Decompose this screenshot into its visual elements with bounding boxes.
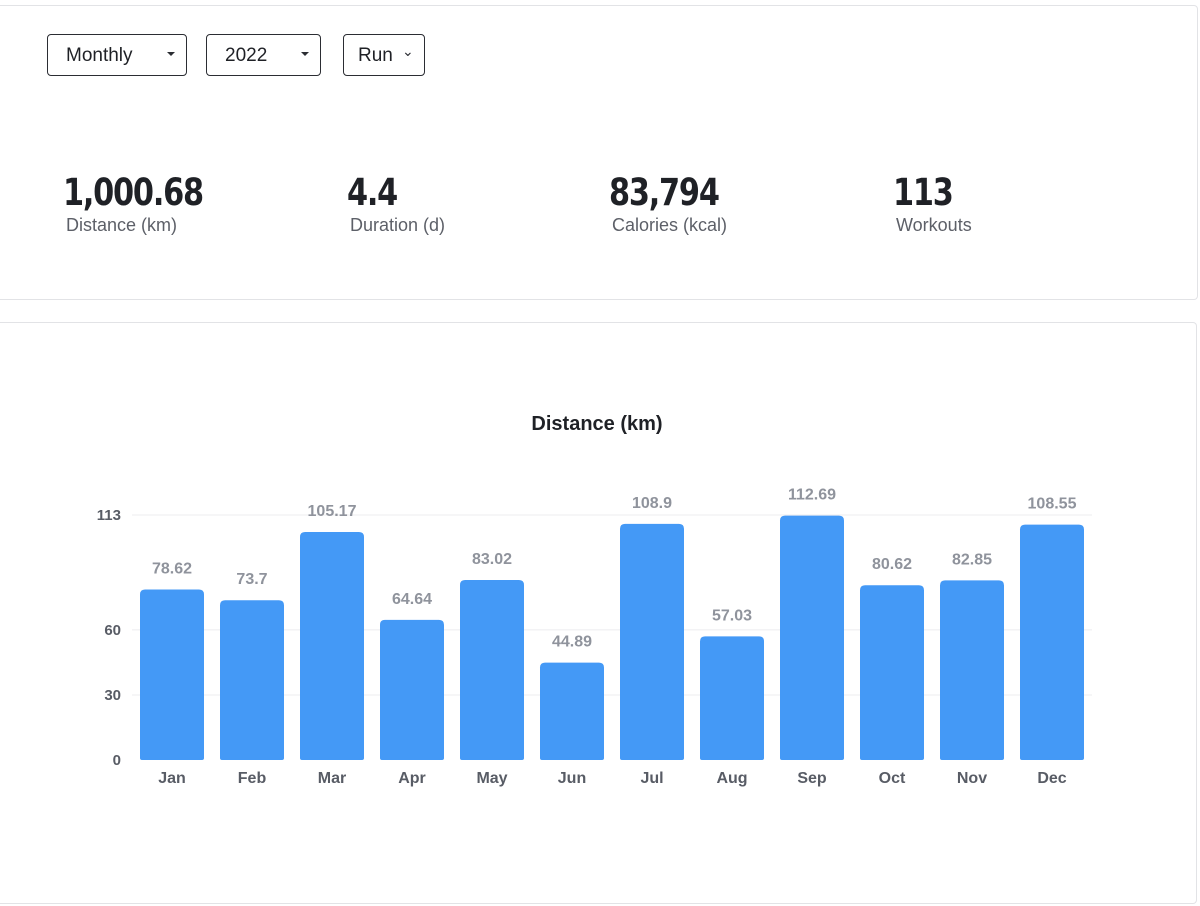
- stat-workouts: 113 Workouts: [893, 169, 972, 236]
- stat-label: Distance (km): [66, 215, 178, 235]
- stat-label: Workouts: [896, 215, 972, 235]
- bar-dec[interactable]: [1020, 524, 1084, 760]
- bar-value-label: 57.03: [712, 607, 752, 624]
- distance-bar-chart: Distance (km) 0 30 60 113 78.62 73.7 105.17 64…: [97, 413, 1092, 787]
- period-dropdown[interactable]: Monthly: [47, 34, 187, 76]
- x-tick-label: Feb: [238, 770, 267, 787]
- x-tick-label: Nov: [957, 770, 987, 787]
- period-dropdown-label: Monthly: [66, 45, 133, 66]
- y-tick-label: 60: [104, 622, 121, 639]
- bar-aug[interactable]: [700, 636, 764, 760]
- x-tick-label: Apr: [398, 770, 426, 787]
- bar-value-label: 108.9: [632, 495, 672, 512]
- x-tick-label: Jan: [158, 770, 186, 787]
- bar-value-label: 112.69: [788, 487, 836, 504]
- stat-value: 83,794: [609, 171, 720, 214]
- y-tick-label: 30: [104, 687, 121, 704]
- stat-duration: 4.4 Duration (d): [347, 169, 445, 236]
- x-tick-label: Jun: [558, 770, 586, 787]
- bar-oct[interactable]: [860, 585, 924, 760]
- x-tick-label: Dec: [1037, 770, 1066, 787]
- bar-value-label: 83.02: [472, 551, 512, 568]
- x-tick-label: Mar: [318, 770, 346, 787]
- bar-value-label: 82.85: [952, 551, 992, 568]
- x-tick-label: Aug: [716, 770, 747, 787]
- bar-value-label: 80.62: [872, 556, 912, 573]
- bar-jan[interactable]: [140, 589, 204, 760]
- bar-value-label: 64.64: [392, 591, 432, 608]
- stat-distance: 1,000.68 Distance (km): [63, 169, 234, 236]
- bar-value-label: 78.62: [152, 561, 192, 578]
- summary-card: Monthly 2022 Run ⌄ 1,000.68 Distance (km…: [0, 5, 1198, 300]
- bar-feb[interactable]: [220, 600, 284, 760]
- caret-down-icon: [167, 52, 175, 56]
- stat-label: Duration (d): [350, 215, 446, 235]
- bar-jul[interactable]: [620, 523, 684, 760]
- bar-apr[interactable]: [380, 619, 444, 760]
- activity-dropdown[interactable]: Run ⌄: [343, 34, 425, 76]
- stat-label: Calories (kcal): [612, 215, 728, 235]
- chart-card: Distance (km) 0 30 60 113 78.62 73.7 105.17 64…: [0, 322, 1197, 904]
- stat-calories: 83,794 Calories (kcal): [609, 169, 743, 236]
- stat-value: 1,000.68: [63, 171, 204, 214]
- caret-down-icon: [301, 52, 309, 56]
- x-tick-label: Sep: [797, 770, 827, 787]
- chart-title: Distance (km): [531, 413, 662, 435]
- year-dropdown[interactable]: 2022: [206, 34, 321, 76]
- bar-value-label: 73.7: [236, 571, 267, 588]
- bar-value-label: 44.89: [552, 634, 592, 651]
- x-tick-label: Jul: [640, 770, 663, 787]
- activity-dropdown-label: Run: [358, 45, 393, 66]
- year-dropdown-label: 2022: [225, 45, 268, 66]
- y-tick-label: 0: [113, 752, 121, 769]
- bar-jun[interactable]: [540, 662, 604, 760]
- stat-value: 113: [893, 171, 954, 214]
- bar-sep[interactable]: [780, 515, 844, 760]
- bar-mar[interactable]: [300, 531, 364, 760]
- x-tick-label: May: [476, 770, 507, 787]
- x-tick-label: Oct: [879, 770, 906, 787]
- chevron-down-icon: ⌄: [402, 43, 414, 59]
- bar-nov[interactable]: [940, 580, 1004, 760]
- bar-value-label: 105.17: [308, 503, 357, 520]
- bar-value-label: 108.55: [1028, 496, 1077, 513]
- bar-may[interactable]: [460, 580, 524, 760]
- y-tick-label: 113: [97, 507, 121, 524]
- stat-value: 4.4: [347, 171, 398, 214]
